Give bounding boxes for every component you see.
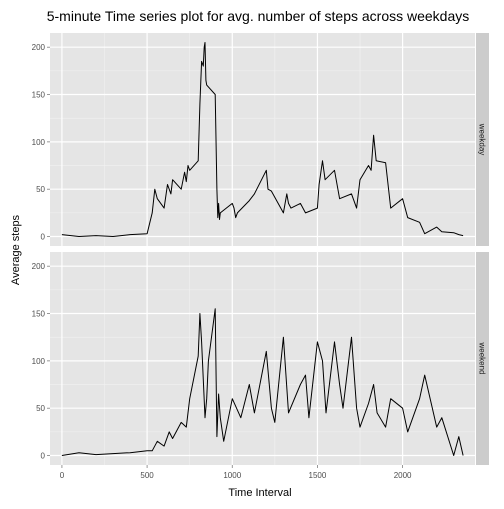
y-tick-label: 50: [36, 404, 45, 413]
x-tick-label: 1000: [223, 471, 241, 480]
y-tick-label: 0: [41, 452, 46, 461]
panel-background: [50, 33, 475, 246]
y-tick-label: 50: [36, 185, 45, 194]
y-tick-label: 0: [41, 233, 46, 242]
y-tick-label: 150: [32, 91, 46, 100]
x-tick-label: 1500: [309, 471, 327, 480]
panel-weekend: 0 50 100 150 200 weekend 0 500 1000 1500 2000: [32, 252, 489, 480]
y-axis-label: Average steps: [10, 214, 22, 285]
y-tick-label: 100: [32, 357, 46, 366]
facet-strip: [476, 33, 489, 246]
x-axis-label: Time Interval: [228, 487, 291, 499]
series-line: [61, 308, 464, 456]
y-tick-label: 150: [32, 310, 46, 319]
panel-background: [50, 252, 475, 465]
panel-weekday: 0 50 100 150 200 weekday: [32, 33, 489, 246]
y-tick-label: 100: [32, 138, 46, 147]
y-tick-label: 200: [32, 43, 46, 52]
x-tick-label: 500: [140, 471, 154, 480]
facet-strip: [476, 252, 489, 465]
x-tick-label: 0: [60, 471, 65, 480]
x-tick-label: 2000: [394, 471, 412, 480]
series-line: [61, 42, 464, 237]
facet-strip-label: weekend: [478, 341, 487, 374]
chart-title: 5-minute Time series plot for avg. numbe…: [47, 8, 470, 24]
panels-layer: 0 50 100 150 200 weekday 0 50 100 150 200 weekend 0 5…: [32, 33, 489, 480]
y-tick-label: 200: [32, 262, 46, 271]
facet-strip-label: weekday: [478, 123, 487, 156]
